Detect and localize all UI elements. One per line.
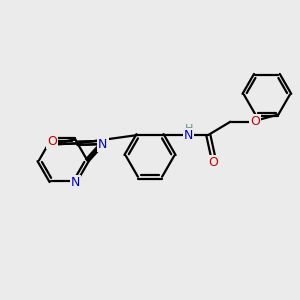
Text: H: H (184, 124, 193, 134)
Text: N: N (98, 138, 107, 151)
Text: N: N (184, 129, 193, 142)
Text: O: O (47, 135, 57, 148)
Text: N: N (71, 176, 80, 189)
Text: O: O (250, 115, 260, 128)
Text: O: O (209, 156, 218, 169)
